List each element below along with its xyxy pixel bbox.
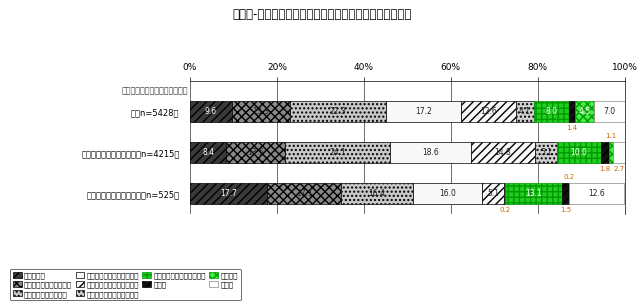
Bar [290,101,386,122]
Text: 13.1: 13.1 [526,189,542,198]
Text: 5.1: 5.1 [540,148,552,157]
Text: 12.6: 12.6 [589,189,605,198]
Text: 13.3: 13.3 [252,107,269,116]
Bar [413,183,482,204]
Bar [569,101,574,122]
Text: 7.0: 7.0 [603,107,616,116]
Text: 2.7: 2.7 [614,166,625,172]
Text: 17.2: 17.2 [415,107,432,116]
Text: ＜病気休暇制度の規定の有無＞: ＜病気休暇制度の規定の有無＞ [121,86,188,95]
Text: 16.4: 16.4 [368,189,385,198]
Bar [190,101,232,122]
Bar [594,101,625,122]
Bar [471,142,535,163]
Text: 8.4: 8.4 [202,148,214,157]
Text: 17.1: 17.1 [296,189,312,198]
Bar [390,142,471,163]
Text: 1.4: 1.4 [566,125,577,131]
Bar [609,142,613,163]
Bar [461,101,516,122]
Bar [341,183,413,204]
Text: 14.8: 14.8 [495,148,511,157]
Text: 8.0: 8.0 [545,107,557,116]
Text: 図表４-９：病気休職制度の休職期間の上限（単位＝％）: 図表４-９：病気休職制度の休職期間の上限（単位＝％） [232,8,412,21]
Text: 10.0: 10.0 [571,148,587,157]
Text: 17.7: 17.7 [220,189,237,198]
Text: 12.6: 12.6 [480,107,497,116]
Bar [190,183,267,204]
Bar [557,142,601,163]
Text: 1.5: 1.5 [560,207,571,213]
Text: 16.0: 16.0 [439,189,456,198]
Text: 1.1: 1.1 [605,133,616,139]
Text: 5.1: 5.1 [487,189,499,198]
Bar [267,183,341,204]
Text: 24.1: 24.1 [329,148,346,157]
Bar [569,183,624,204]
Bar [504,183,505,204]
Bar [574,101,594,122]
Text: 4.5: 4.5 [578,107,591,116]
Bar [613,142,625,163]
Bar [482,183,504,204]
Text: 0.2: 0.2 [564,174,574,180]
Text: 4.1: 4.1 [519,107,531,116]
Bar [516,101,534,122]
Bar [190,142,227,163]
Bar [534,101,569,122]
Bar [601,142,609,163]
Text: 22.3: 22.3 [330,107,346,116]
Text: 13.5: 13.5 [247,148,264,157]
Bar [386,101,461,122]
Bar [535,142,557,163]
Bar [562,183,569,204]
Text: 18.6: 18.6 [422,148,439,157]
Text: 9.6: 9.6 [205,107,217,116]
Bar [285,142,390,163]
Bar [232,101,290,122]
Text: 0.2: 0.2 [499,207,510,213]
Text: 1.8: 1.8 [599,166,611,172]
Bar [227,142,285,163]
Legend: ３ヵ月まで, ３ヵ月超から６ヵ月まで, ６ヵ月超から１年まで, １年超から１年６ヵ月まで, １年６ヵ月超から２年まで, ２年超から２年６ヵ月まで, ２年６ヵ月超: ３ヵ月まで, ３ヵ月超から６ヵ月まで, ６ヵ月超から１年まで, １年超から１年６… [10,269,241,300]
Bar [505,183,562,204]
